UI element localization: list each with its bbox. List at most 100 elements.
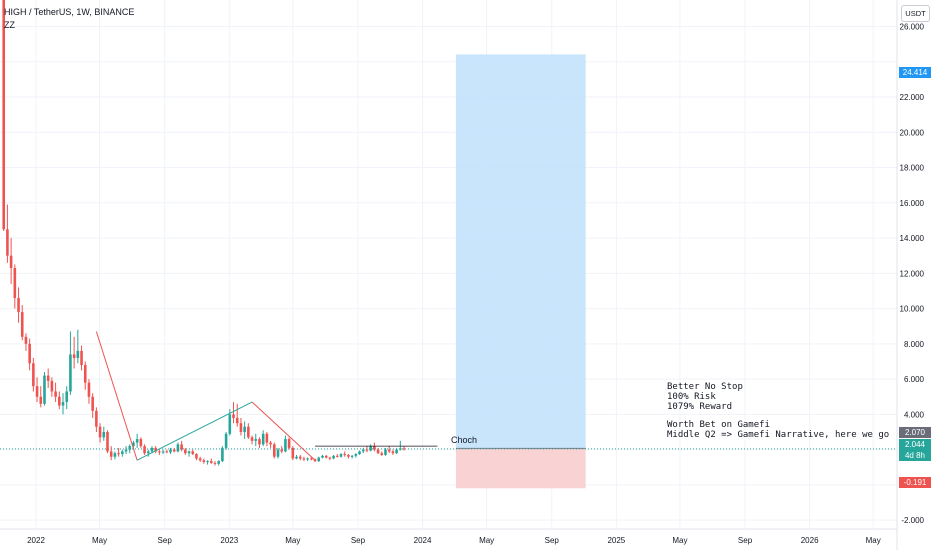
candle-body bbox=[358, 451, 361, 455]
note-line: 100% Risk bbox=[667, 392, 716, 402]
candle-body bbox=[17, 298, 20, 313]
candle-body bbox=[287, 439, 291, 448]
candle-body bbox=[9, 255, 13, 269]
candle-body bbox=[209, 461, 213, 463]
current-price-tag: 2.044 bbox=[899, 439, 931, 450]
candle-body bbox=[217, 461, 220, 464]
candle-body bbox=[324, 455, 328, 458]
candle-body bbox=[395, 449, 398, 454]
candle-body bbox=[13, 268, 17, 299]
candle-body bbox=[184, 449, 187, 454]
candle-body bbox=[232, 414, 235, 418]
x-tick-label: 2026 bbox=[801, 536, 819, 545]
x-tick-label: May bbox=[479, 536, 494, 545]
x-tick-label: 2024 bbox=[414, 536, 432, 545]
candle-body bbox=[250, 437, 254, 441]
candle-body bbox=[46, 375, 50, 381]
candle-body bbox=[284, 439, 287, 452]
x-tick-label: Sep bbox=[545, 536, 560, 545]
candle-body bbox=[39, 396, 43, 404]
candle-body bbox=[198, 458, 202, 461]
candle-body bbox=[87, 382, 91, 397]
candle-body bbox=[95, 410, 98, 427]
x-tick-label: Sep bbox=[351, 536, 366, 545]
candle-body bbox=[2, 0, 6, 230]
y-tick-label: 20.000 bbox=[900, 128, 925, 137]
candle-body bbox=[298, 456, 302, 459]
candle-body bbox=[24, 336, 28, 344]
target-price-tag: 24.414 bbox=[899, 67, 931, 78]
x-tick-label: May bbox=[92, 536, 107, 545]
candle-body bbox=[336, 455, 339, 457]
candle-body bbox=[169, 449, 172, 453]
zigzag-segment bbox=[251, 401, 316, 461]
y-tick-label: 12.000 bbox=[900, 269, 925, 278]
candle-body bbox=[54, 391, 57, 397]
candle-body bbox=[28, 343, 31, 364]
candle-body bbox=[224, 433, 228, 448]
candle-body bbox=[317, 457, 321, 462]
candle-body bbox=[113, 453, 117, 457]
candle-body bbox=[369, 446, 372, 451]
candle-body bbox=[76, 350, 80, 358]
currency-button[interactable]: USDT bbox=[901, 5, 930, 22]
candle-body bbox=[102, 432, 106, 438]
y-tick-label: -2.000 bbox=[901, 516, 924, 525]
candle-body bbox=[161, 451, 165, 453]
candle-body bbox=[306, 458, 309, 460]
countdown-tag: 4d 8h bbox=[899, 450, 931, 461]
candle-body bbox=[261, 433, 265, 445]
candle-body bbox=[150, 447, 154, 452]
y-tick-label: 8.000 bbox=[904, 340, 925, 349]
y-tick-label: 14.000 bbox=[900, 234, 925, 243]
candle-body bbox=[32, 363, 35, 387]
y-tick-label: 22.000 bbox=[900, 93, 925, 102]
candle-body bbox=[243, 426, 246, 433]
candle-body bbox=[239, 423, 243, 433]
candle-body bbox=[332, 455, 335, 459]
candle-body bbox=[20, 312, 24, 337]
candle-body bbox=[272, 444, 276, 457]
x-tick-label: Sep bbox=[158, 536, 173, 545]
candle-body bbox=[69, 354, 72, 392]
candle-body bbox=[146, 451, 150, 454]
stop-zone bbox=[455, 448, 586, 489]
y-tick-label: 4.000 bbox=[904, 410, 925, 419]
zigzag-segment bbox=[136, 401, 253, 461]
choch-label: Choch bbox=[451, 435, 478, 445]
candle-body bbox=[35, 386, 39, 397]
candle-body bbox=[343, 454, 347, 456]
candle-body bbox=[180, 444, 183, 450]
candle-body bbox=[354, 454, 358, 456]
x-tick-label: May bbox=[672, 536, 687, 545]
y-tick-label: 18.000 bbox=[900, 164, 925, 173]
indicator-label[interactable]: ZZ bbox=[4, 20, 15, 30]
stop-price-tag: -0.191 bbox=[899, 477, 931, 488]
candle-body bbox=[254, 439, 258, 441]
candle-body bbox=[187, 451, 191, 454]
note-line: Worth Bet on Gamefi bbox=[667, 420, 770, 430]
symbol-title[interactable]: HIGH / TetherUS, 1W, BINANCE bbox=[4, 7, 135, 17]
candle-body bbox=[399, 448, 402, 450]
candle-body bbox=[350, 455, 354, 457]
candle-body bbox=[361, 449, 365, 452]
candle-body bbox=[98, 426, 102, 438]
candle-body bbox=[269, 442, 272, 445]
zigzag-segment bbox=[95, 331, 138, 461]
note-line: 1079% Reward bbox=[667, 402, 733, 412]
candle-body bbox=[380, 453, 384, 455]
candle-body bbox=[61, 402, 65, 406]
candle-body bbox=[228, 414, 232, 434]
candle-body bbox=[154, 447, 157, 452]
note-line: Better No Stop bbox=[667, 382, 743, 392]
candle-body bbox=[258, 439, 261, 445]
candle-body bbox=[58, 396, 61, 406]
candle-body bbox=[391, 451, 395, 454]
candle-body bbox=[265, 433, 269, 443]
x-tick-label: May bbox=[285, 536, 300, 545]
candle-body bbox=[365, 449, 369, 451]
candle-body bbox=[172, 449, 176, 452]
candle-body bbox=[132, 442, 135, 447]
candle-body bbox=[321, 455, 324, 458]
